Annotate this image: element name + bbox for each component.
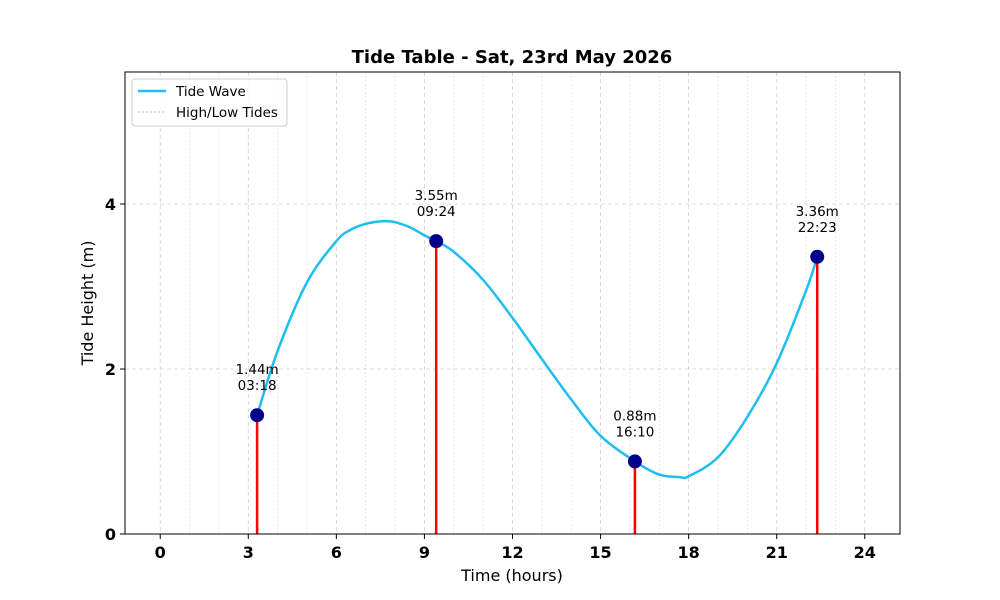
tide-marker [810,249,825,264]
x-axis-label: Time (hours) [460,566,563,585]
tide-marker [627,454,642,469]
grid [125,72,900,534]
legend-label-high-low-tides: High/Low Tides [176,105,278,121]
tide-time-label: 09:24 [417,204,456,220]
x-tick-label: 24 [854,543,876,562]
x-tick-label: 0 [155,543,166,562]
x-tick-label: 6 [331,543,342,562]
x-tick-label: 18 [678,543,700,562]
chart-title: Tide Table - Sat, 23rd May 2026 [352,47,673,68]
y-tick-label: 2 [105,360,116,379]
tide-height-label: 0.88m [613,408,656,424]
tide-height-label: 1.44m [235,362,278,378]
x-tick-label: 9 [419,543,430,562]
tide-marker [250,408,265,423]
tide-wave-line [255,219,819,480]
y-tick-label: 4 [105,195,116,214]
x-tick-label: 21 [766,543,788,562]
tide-time-label: 03:18 [238,378,277,394]
x-tick-label: 12 [501,543,523,562]
tide-height-label: 3.55m [415,188,458,204]
legend-box [131,78,288,127]
tide-time-label: 16:10 [615,424,654,440]
x-tick-label: 15 [589,543,611,562]
legend-label-tide-wave: Tide Wave [175,84,246,100]
y-tick-label: 0 [105,525,116,544]
x-tick-label: 3 [243,543,254,562]
y-axis-label: Tide Height (m) [78,241,97,367]
tide-time-label: 22:23 [798,220,837,236]
legend: Tide Wave High/Low Tides [131,78,288,127]
tide-marker [429,234,444,249]
tide-height-label: 3.36m [796,204,839,220]
